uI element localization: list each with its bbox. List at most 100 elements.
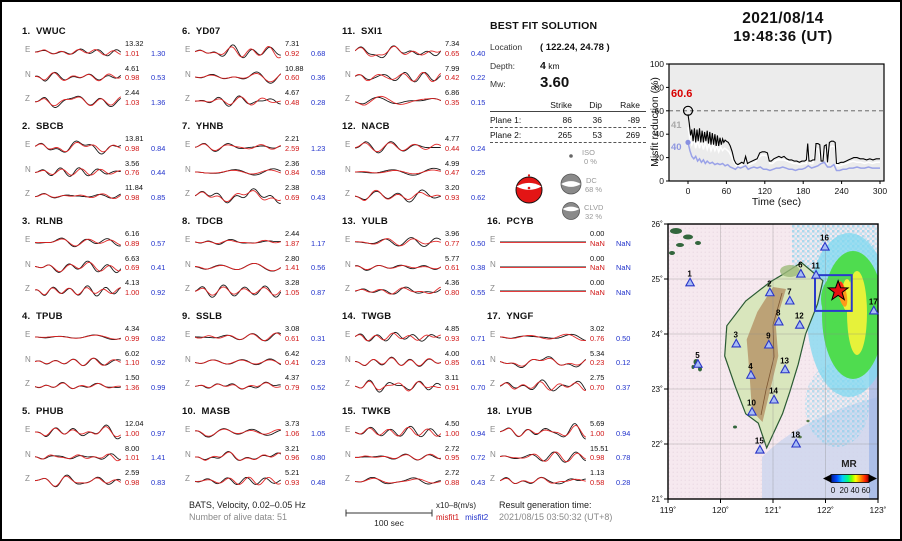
map-station-triangle-8 [773, 316, 784, 326]
component-row-E: E 6.16 0.89 0.57 [20, 229, 180, 253]
waveform-plot [195, 262, 281, 272]
synthetic-trace [355, 453, 441, 460]
component-label: E [185, 235, 191, 244]
colorbar-left-cap [823, 474, 831, 483]
component-row-E: E 12.04 1.00 0.97 [20, 419, 180, 443]
map-station-triangle-11 [810, 269, 822, 279]
component-row-Z: Z 3.28 1.05 0.87 [180, 278, 340, 302]
synthetic-trace [355, 45, 441, 57]
station-block-SBCB: 2. SBCB E 13.81 0.98 0.84 N 3.56 0.76 0.44 Z 11.84… [20, 121, 180, 213]
colorbar-tick-label: 40 [851, 486, 860, 495]
misfit1-value: 0.98 [125, 143, 140, 153]
observed-trace [35, 474, 121, 488]
misfit2-value: 0.28 [311, 97, 326, 107]
station-block-TWGB: 14. TWGB E 4.85 0.93 0.71 N 4.00 0.85 0.61 Z 3.11 0… [340, 311, 500, 403]
trace-values: 2.80 1.41 0.56 [285, 254, 341, 273]
misfit2-value: 0.99 [151, 382, 166, 392]
component-row-Z: Z 5.21 0.93 0.48 [180, 468, 340, 492]
synthetic-trace [195, 382, 281, 390]
misfit2-value: NaN [616, 287, 631, 297]
amplitude-value: 6.16 [125, 229, 140, 238]
map-station-number-4: 4 [748, 362, 753, 371]
misfit1-value: 0.23 [590, 358, 605, 368]
component-label: N [25, 449, 31, 459]
map-y-label: 26˚ [652, 219, 663, 229]
misfit2-value: 0.36 [311, 73, 326, 83]
misfit-legend: misfit1 misfit2 [436, 513, 488, 522]
y-tick-label: 80 [655, 82, 665, 92]
synthetic-trace [195, 428, 281, 437]
station-header: 12. NACB [342, 121, 390, 132]
misfit2-value: 0.12 [616, 358, 631, 368]
mw-label: Mw: [490, 79, 506, 89]
x-tick-label: 0 [686, 186, 691, 196]
synthetic-trace [35, 193, 121, 200]
waveform-plot [355, 237, 441, 247]
station-block-VWUC: 1. VWUC E 13.32 1.01 1.30 N 4.61 0.98 0.53 Z 2.44 1… [20, 26, 180, 118]
blue-misfit-value: 40 [671, 142, 682, 153]
component-label: Z [490, 379, 495, 388]
plane1-strike: 86 [562, 114, 572, 125]
component-row-Z: Z 2.75 0.70 0.37 [485, 373, 645, 397]
synthetic-trace [355, 169, 441, 174]
misfit2-value: 0.31 [311, 333, 326, 343]
depth-value: 4 [540, 60, 546, 72]
waveform-plot [195, 476, 281, 486]
waveform-plot [355, 425, 441, 438]
station-block-YHNB: 7. YHNB E 2.21 2.59 1.23 N 2.36 0.84 0.58 Z 2.38 0.… [180, 121, 340, 213]
waveform-plot [355, 379, 441, 393]
misfit1-value: 0.79 [285, 382, 300, 392]
trace-values: 8.00 1.01 1.41 [125, 444, 181, 463]
map-station-triangle-10 [746, 406, 758, 416]
misfit2-value: 0.57 [151, 238, 166, 248]
trace-values: 4.50 1.00 0.94 [445, 419, 501, 438]
map-station-triangle-6 [795, 268, 806, 278]
component-row-E: E 3.96 0.77 0.50 [340, 229, 500, 253]
location-value: ( 122.24, 24.78 ) [540, 42, 610, 53]
waveform-plot [35, 71, 121, 82]
synthetic-trace [195, 332, 281, 342]
misfit2-value: 0.82 [151, 333, 166, 343]
amplitude-value: 7.99 [445, 63, 460, 73]
component-row-Z: Z 0.00 NaN NaN [485, 278, 645, 302]
waveform-plot [35, 140, 121, 155]
synthetic-trace [35, 382, 121, 389]
map-station-number-15: 15 [755, 437, 764, 446]
misfit1-value: 0.98 [125, 192, 140, 202]
misfit-reduction-obs [687, 114, 880, 166]
synthetic-trace [35, 453, 121, 461]
plane2-rake: 269 [625, 130, 640, 140]
event-time: 19:48:36 (UT) [733, 28, 833, 45]
component-label: E [25, 140, 31, 149]
result-time-value: 2021/08/15 03:50:32 (UT+8) [499, 512, 613, 522]
component-label: N [345, 164, 351, 174]
station-block-TDCB: 8. TDCB E 2.44 1.87 1.17 N 2.80 1.41 0.56 Z 3.28 1.… [180, 216, 340, 308]
waveform-plot [195, 381, 281, 390]
component-row-E: E 3.73 1.06 1.05 [180, 419, 340, 443]
amplitude-value: 6.86 [445, 88, 460, 97]
observed-trace [195, 476, 281, 485]
component-label: E [25, 425, 31, 434]
trace-values: 3.28 1.05 0.87 [285, 278, 341, 297]
y-tick-label: 100 [650, 59, 664, 69]
misfit1-value: 0.93 [445, 192, 460, 202]
component-row-Z: Z 3.11 0.91 0.70 [340, 373, 500, 397]
component-label: Z [345, 94, 350, 103]
trace-values: 11.84 0.98 0.85 [125, 183, 181, 202]
station-header: 8. TDCB [182, 216, 224, 227]
observed-trace [355, 96, 441, 105]
waveform-plot [355, 141, 441, 154]
misfit1-value: 0.44 [445, 143, 460, 153]
colorbar-gradient [830, 474, 870, 483]
component-label: E [345, 235, 351, 244]
misfit1-value: 0.96 [285, 453, 300, 463]
observed-trace [35, 260, 121, 273]
map-station-triangle-3 [731, 338, 742, 348]
component-label: E [185, 45, 191, 54]
trace-values: 4.77 0.44 0.24 [445, 134, 501, 153]
misfit1-value: 1.36 [125, 382, 140, 392]
observed-trace [355, 476, 441, 485]
component-label: Z [25, 284, 30, 293]
plane1-dip: 36 [592, 114, 602, 125]
misfit1-value: 1.00 [125, 428, 140, 438]
